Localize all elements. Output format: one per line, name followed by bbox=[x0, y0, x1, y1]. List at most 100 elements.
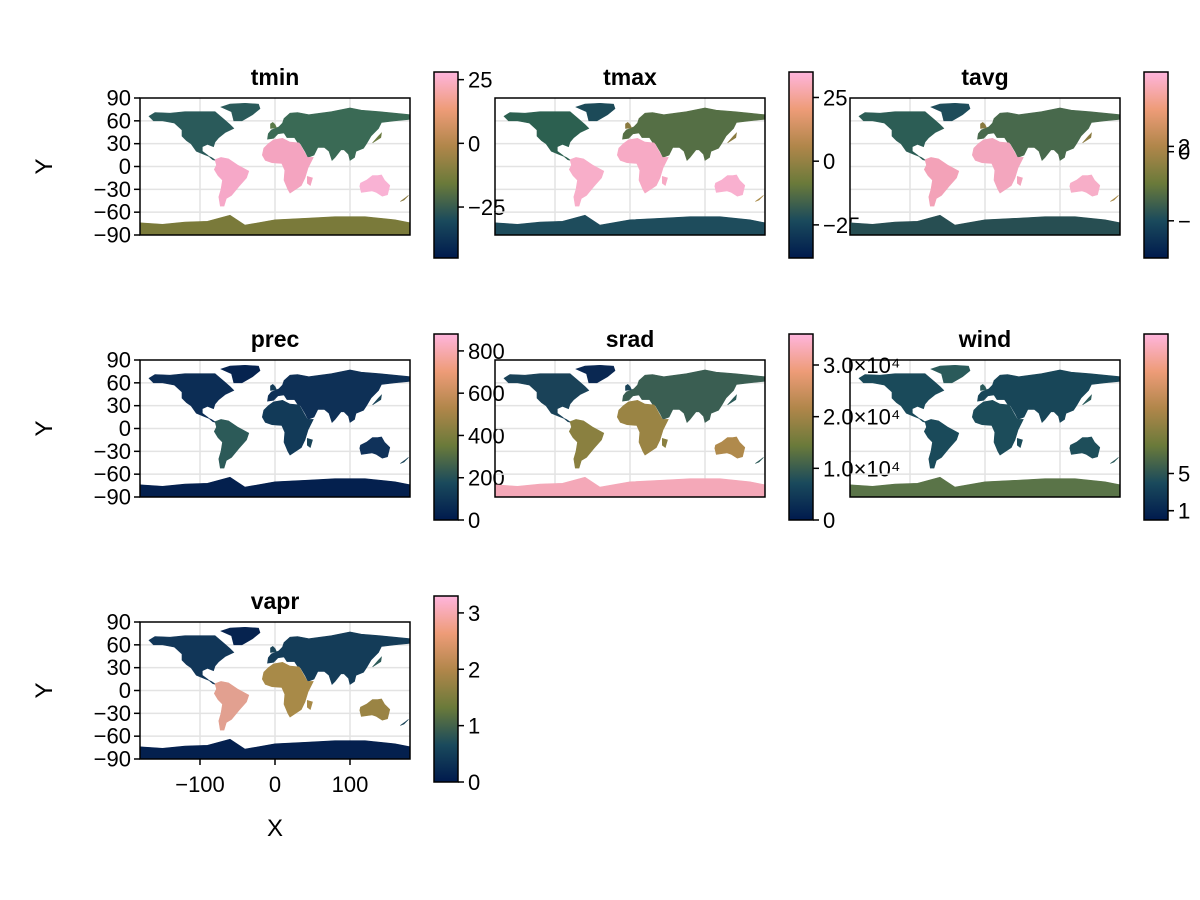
land-greenland bbox=[575, 364, 616, 384]
x-tick-label: −100 bbox=[175, 772, 225, 797]
panel-title: tavg bbox=[961, 64, 1008, 90]
panel-title: tmin bbox=[251, 64, 300, 90]
axis-frame bbox=[494, 359, 766, 498]
colorbar-tmin: 25 0 −25 bbox=[433, 68, 505, 259]
colorbar-tick-label: 3.0×10⁴ bbox=[823, 353, 900, 378]
colorbar-tick-label: 5 bbox=[1178, 462, 1190, 487]
heatmap-prec bbox=[139, 364, 411, 498]
land-japan bbox=[727, 394, 737, 406]
land-newZealand bbox=[1110, 195, 1119, 202]
land-japan bbox=[1082, 394, 1092, 406]
land-australia bbox=[714, 436, 746, 459]
y-axis-label: Y bbox=[31, 420, 58, 436]
land-africa bbox=[261, 399, 314, 456]
land-britain bbox=[270, 646, 277, 653]
y-axis-label: Y bbox=[31, 682, 58, 698]
y-tick-label: −60 bbox=[94, 724, 131, 749]
axis-frame bbox=[494, 97, 766, 236]
colorbar-tick-label: 2 bbox=[1178, 134, 1190, 159]
land-greenland bbox=[220, 364, 261, 384]
colorbar-tick-label: 1 bbox=[1178, 499, 1190, 524]
colorbar-tick-label: 0 bbox=[468, 508, 480, 533]
land-australia bbox=[714, 174, 746, 197]
panel-title: srad bbox=[606, 326, 655, 352]
colorbar-gradient bbox=[433, 71, 459, 259]
land-southAmerica bbox=[213, 157, 250, 207]
land-northAmerica bbox=[858, 111, 945, 161]
y-tick-label: −30 bbox=[94, 177, 131, 202]
land-northAmerica bbox=[503, 111, 590, 161]
colorbar-gradient bbox=[433, 595, 459, 783]
land-newZealand bbox=[400, 719, 409, 726]
y-tick-label: 90 bbox=[107, 348, 131, 373]
land-greenland bbox=[575, 102, 616, 122]
panel-title: vapr bbox=[251, 588, 300, 614]
land-japan bbox=[372, 394, 382, 406]
y-tick-label: −60 bbox=[94, 200, 131, 225]
colorbar-tick-label: 0 bbox=[468, 131, 480, 156]
land-madagascar bbox=[306, 438, 313, 449]
heatmap-wind bbox=[849, 364, 1121, 498]
land-australia bbox=[1069, 436, 1101, 459]
x-axis-label: X bbox=[267, 815, 283, 842]
y-tick-label: 30 bbox=[107, 655, 131, 680]
land-africa bbox=[971, 399, 1024, 456]
panel-srad: srad 3.0×10⁴ 2.0×10⁴ 1.0×10⁴ 0 bbox=[494, 326, 900, 533]
land-southAmerica bbox=[213, 419, 250, 469]
land-japan bbox=[727, 132, 737, 144]
land-britain bbox=[625, 122, 632, 129]
land-australia bbox=[359, 174, 391, 197]
land-northAmerica bbox=[503, 373, 590, 423]
land-japan bbox=[372, 132, 382, 144]
colorbar-gradient bbox=[1143, 333, 1169, 521]
heatmap-srad bbox=[494, 364, 766, 498]
y-tick-label: 0 bbox=[119, 154, 131, 179]
colorbar-tick-label: 25 bbox=[468, 68, 492, 93]
land-southAmerica bbox=[568, 157, 605, 207]
land-newZealand bbox=[1110, 457, 1119, 464]
y-tick-label: 30 bbox=[107, 393, 131, 418]
land-newZealand bbox=[400, 457, 409, 464]
y-tick-label: −60 bbox=[94, 462, 131, 487]
colorbar-gradient bbox=[433, 333, 459, 521]
colorbar-tavg: 20 − bbox=[1143, 71, 1191, 259]
land-madagascar bbox=[661, 176, 668, 187]
land-northAmerica bbox=[858, 373, 945, 423]
axis-frame bbox=[849, 359, 1121, 498]
heatmap-vapr bbox=[139, 626, 411, 760]
land-northAmerica bbox=[148, 111, 235, 161]
y-tick-label: 60 bbox=[107, 370, 131, 395]
y-tick-label: 60 bbox=[107, 108, 131, 133]
colorbar-tick-label: 400 bbox=[468, 423, 505, 448]
colorbar-tick-label: 3 bbox=[468, 601, 480, 626]
land-britain bbox=[980, 384, 987, 391]
land-japan bbox=[1082, 132, 1092, 144]
y-tick-label: 60 bbox=[107, 632, 131, 657]
colorbar-tick-label: − bbox=[1178, 209, 1191, 234]
colorbar-tick-label: 0 bbox=[1178, 140, 1190, 165]
land-australia bbox=[359, 698, 391, 721]
y-tick-label: −30 bbox=[94, 439, 131, 464]
colorbar-tick-label: 25 bbox=[823, 85, 847, 110]
land-africa bbox=[261, 661, 314, 718]
land-australia bbox=[359, 436, 391, 459]
colorbar-vapr: 3 2 1 0 bbox=[433, 595, 480, 795]
y-tick-label: −90 bbox=[94, 747, 131, 772]
colorbar-gradient bbox=[1143, 71, 1169, 259]
heatmap-tavg bbox=[849, 102, 1121, 236]
colorbar-tick-label: 2.0×10⁴ bbox=[823, 405, 900, 430]
colorbar-tick-label: 600 bbox=[468, 381, 505, 406]
colorbar-tick-label: 1.0×10⁴ bbox=[823, 456, 900, 481]
land-australia bbox=[1069, 174, 1101, 197]
land-madagascar bbox=[306, 176, 313, 187]
colorbar-srad: 3.0×10⁴ 2.0×10⁴ 1.0×10⁴ 0 bbox=[788, 333, 900, 533]
colorbar-tick-label: 0 bbox=[823, 508, 835, 533]
land-greenland bbox=[930, 364, 971, 384]
land-africa bbox=[616, 399, 669, 456]
land-madagascar bbox=[1016, 438, 1023, 449]
land-madagascar bbox=[306, 700, 313, 711]
